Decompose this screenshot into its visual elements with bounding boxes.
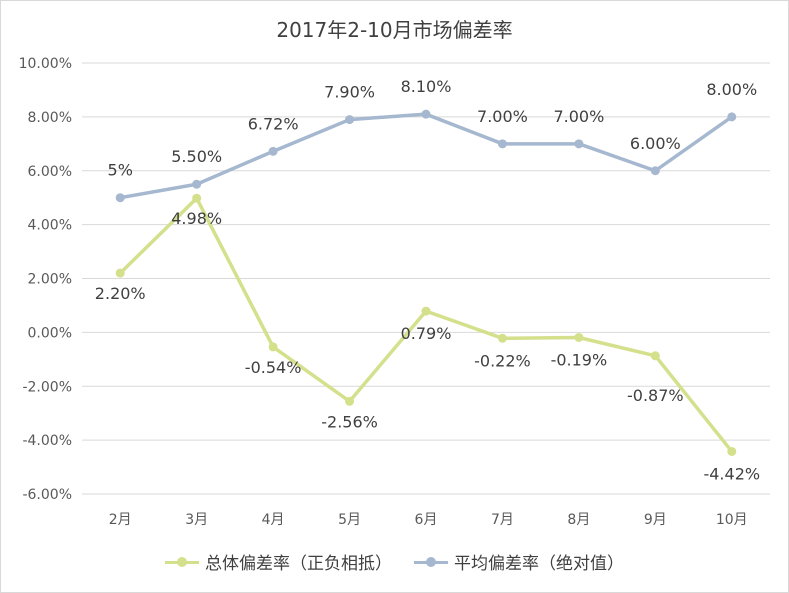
data-point bbox=[421, 109, 431, 119]
y-axis-tick-labels: 10.00% 8.00% 6.00% 4.00% 2.00% 0.00% -2.00% -4.… bbox=[19, 56, 72, 503]
y-tick-label: -6.00% bbox=[22, 487, 72, 503]
y-tick-label: -4.00% bbox=[22, 433, 72, 449]
data-point bbox=[115, 268, 125, 278]
x-tick-label: 9月 bbox=[644, 512, 667, 528]
x-tick-label: 8月 bbox=[567, 512, 590, 528]
data-point bbox=[650, 166, 660, 176]
x-tick-label: 2月 bbox=[109, 512, 132, 528]
legend: 总体偏差率（正负相抵） 平均偏差率（绝对值） bbox=[0, 549, 789, 574]
series-group bbox=[115, 109, 737, 456]
data-point bbox=[421, 306, 431, 316]
data-labels-group: 2.20%4.98%-0.54%-2.56%0.79%-0.22% -0.19%-… bbox=[95, 77, 760, 483]
data-point bbox=[192, 193, 202, 203]
y-tick-label: 10.00% bbox=[19, 56, 72, 72]
y-tick-label: 4.00% bbox=[28, 218, 72, 234]
data-point bbox=[574, 332, 584, 342]
data-label: 6.00% bbox=[630, 134, 681, 153]
x-axis-tick-labels: 2月 3月 4月 5月 6月 7月 8月 9月 10月 bbox=[109, 512, 748, 528]
data-point bbox=[268, 146, 278, 156]
x-tick-label: 5月 bbox=[338, 512, 361, 528]
y-tick-label: 0.00% bbox=[28, 325, 72, 341]
data-point bbox=[115, 193, 125, 203]
data-label: 5% bbox=[108, 161, 133, 180]
chart-title: 2017年2-10月市场偏差率 bbox=[276, 18, 513, 42]
data-label: -0.19% bbox=[551, 350, 608, 369]
x-tick-label: 6月 bbox=[415, 512, 438, 528]
data-label: -0.22% bbox=[474, 351, 531, 370]
legend-item-average[interactable]: 平均偏差率（绝对值） bbox=[414, 549, 624, 574]
grid-lines bbox=[82, 62, 770, 495]
data-label: 7.90% bbox=[324, 83, 375, 102]
y-tick-label: 6.00% bbox=[28, 164, 72, 180]
y-tick-label: 2.00% bbox=[28, 272, 72, 288]
x-tick-label: 7月 bbox=[491, 512, 514, 528]
data-point bbox=[268, 342, 278, 352]
data-label: 6.72% bbox=[248, 114, 299, 133]
data-label: 2.20% bbox=[95, 284, 146, 303]
legend-label-total: 总体偏差率（正负相抵） bbox=[205, 554, 392, 574]
y-tick-label: 8.00% bbox=[28, 110, 72, 126]
data-label: -0.87% bbox=[627, 386, 684, 405]
data-point bbox=[574, 139, 584, 149]
x-tick-label: 10月 bbox=[716, 512, 748, 528]
data-point bbox=[345, 115, 355, 125]
data-point bbox=[497, 139, 507, 149]
legend-label-average: 平均偏差率（绝对值） bbox=[454, 554, 624, 574]
data-label: 5.50% bbox=[171, 147, 222, 166]
data-label: 4.98% bbox=[171, 209, 222, 228]
x-tick-label: 3月 bbox=[185, 512, 208, 528]
legend-marker-total bbox=[165, 556, 199, 568]
data-label: 0.79% bbox=[401, 324, 452, 343]
data-label: -2.56% bbox=[321, 412, 378, 431]
data-point bbox=[727, 446, 737, 456]
data-label: -0.54% bbox=[245, 358, 302, 377]
legend-marker-average bbox=[414, 556, 448, 568]
data-point bbox=[345, 396, 355, 406]
x-tick-label: 4月 bbox=[262, 512, 285, 528]
data-label: 8.10% bbox=[401, 77, 452, 96]
data-point bbox=[192, 179, 202, 189]
data-label: 7.00% bbox=[477, 107, 528, 126]
legend-item-total[interactable]: 总体偏差率（正负相抵） bbox=[165, 549, 392, 574]
data-point bbox=[497, 333, 507, 343]
data-label: 7.00% bbox=[553, 107, 604, 126]
y-tick-label: -2.00% bbox=[22, 379, 72, 395]
data-label: 8.00% bbox=[706, 80, 757, 99]
data-point bbox=[727, 112, 737, 122]
data-point bbox=[650, 351, 660, 361]
data-label: -4.42% bbox=[703, 464, 760, 483]
